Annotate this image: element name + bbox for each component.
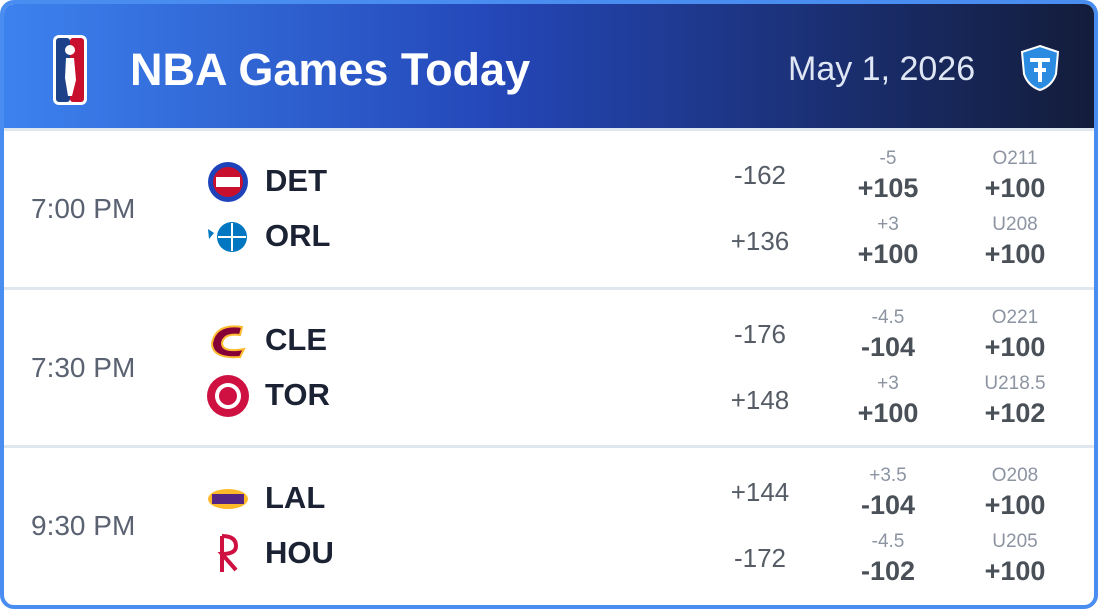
spread-odds: +100 <box>857 239 919 269</box>
game-time: 7:30 PM <box>31 352 136 383</box>
brand-logo <box>1020 44 1060 92</box>
team-logo <box>210 325 246 359</box>
team-logo <box>207 375 249 417</box>
team-abbr: DET <box>265 163 327 198</box>
moneyline: -162 <box>733 160 787 190</box>
total-odds: +100 <box>984 490 1046 520</box>
moneyline: -172 <box>733 543 787 573</box>
game-row: 7:30 PM CLE -176 -4.5 -104 O221 +100 TOR +148 +3 +… <box>4 287 1094 448</box>
spread-odds: +105 <box>857 173 919 203</box>
team-abbr: TOR <box>265 377 330 412</box>
team-abbr: LAL <box>265 480 326 515</box>
team-logo <box>208 489 248 509</box>
team-abbr: ORL <box>265 218 331 253</box>
game-time: 9:30 PM <box>31 510 136 541</box>
spread: -4.5 <box>871 531 905 552</box>
game-time: 7:00 PM <box>31 193 136 224</box>
spread: -4.5 <box>871 307 905 328</box>
spread-odds: -104 <box>860 332 916 362</box>
moneyline: +144 <box>730 477 790 507</box>
date: May 1, 2026 <box>788 50 976 88</box>
spread-odds: +100 <box>857 398 919 428</box>
spread: +3 <box>877 373 899 394</box>
spread: +3.5 <box>869 465 907 486</box>
spread: +3 <box>877 214 899 235</box>
total: O211 <box>992 148 1038 169</box>
total-odds: +100 <box>984 173 1046 203</box>
total-odds: +100 <box>984 239 1046 269</box>
team-logo <box>208 162 248 202</box>
total-odds: +100 <box>984 556 1046 586</box>
team-abbr: HOU <box>265 535 334 570</box>
total-odds: +102 <box>984 398 1046 428</box>
header: NBA Games Today May 1, 2026 <box>4 4 1094 128</box>
moneyline: +136 <box>730 226 790 256</box>
title: NBA Games Today <box>130 44 531 95</box>
team-logo <box>208 222 247 252</box>
game-row: 7:00 PM DET -162 -5 +105 O211 +100 ORL +136 +3 +10… <box>4 128 1094 289</box>
team-abbr: CLE <box>265 322 327 357</box>
total-odds: +100 <box>984 332 1046 362</box>
total: O221 <box>991 307 1039 328</box>
total: U218.5 <box>984 373 1046 394</box>
moneyline: -176 <box>733 319 787 349</box>
moneyline: +148 <box>730 385 790 415</box>
spread-odds: -104 <box>860 490 916 520</box>
league-logo <box>53 35 87 105</box>
game-row: 9:30 PM LAL +144 +3.5 -104 O208 +100 HOU -172 -4.… <box>4 445 1094 605</box>
total: O208 <box>991 465 1039 486</box>
spread: -5 <box>879 148 897 169</box>
total: U205 <box>992 531 1038 552</box>
team-logo <box>217 534 239 572</box>
total: U208 <box>992 214 1038 235</box>
spread-odds: -102 <box>860 556 916 586</box>
